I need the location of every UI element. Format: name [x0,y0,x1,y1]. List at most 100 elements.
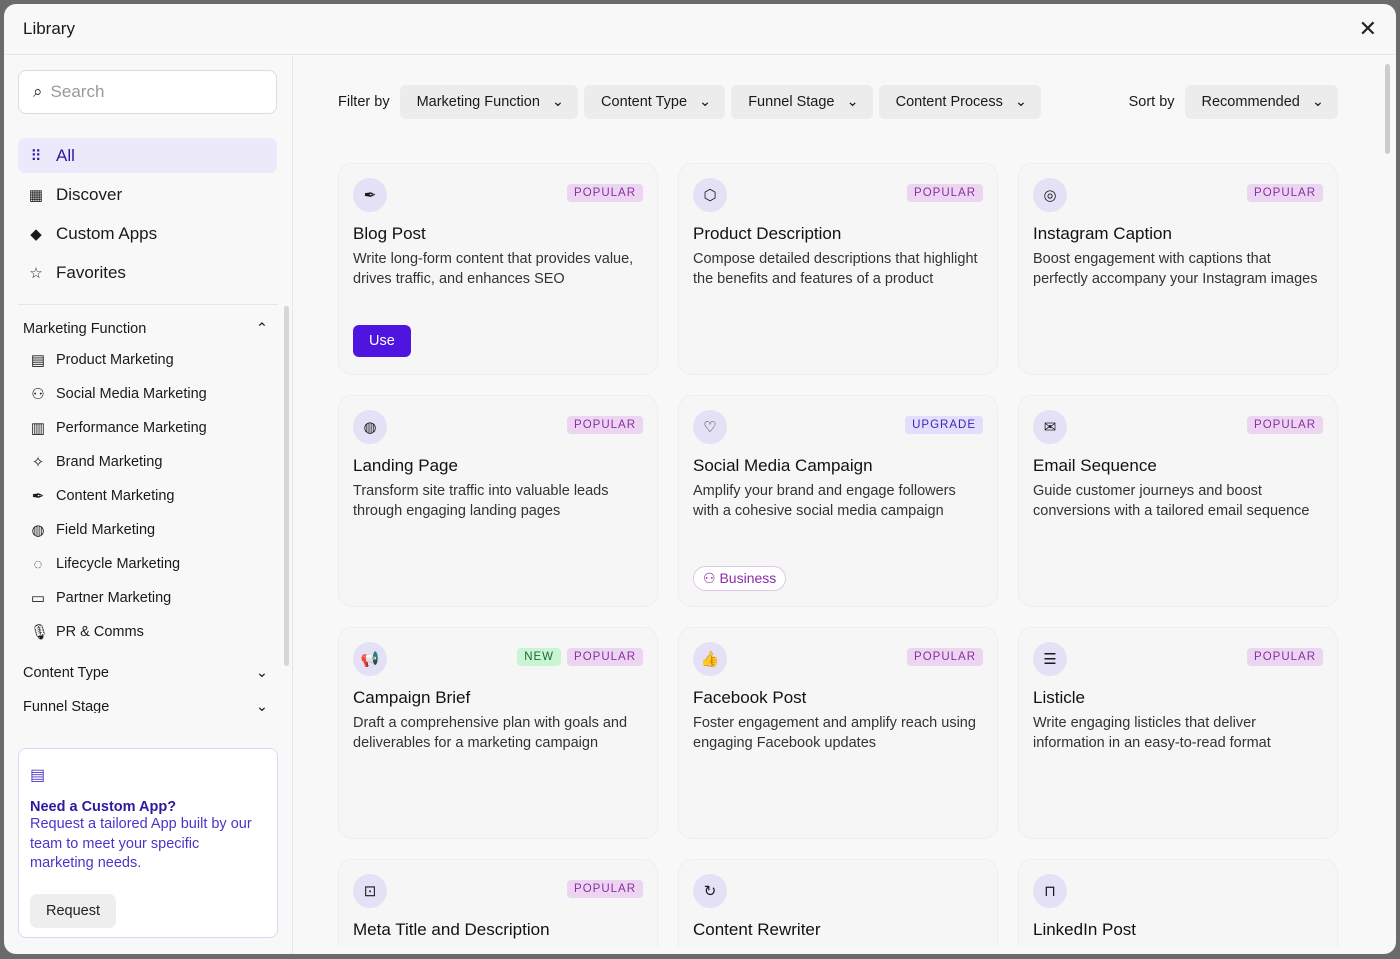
badge-new: NEW [517,648,562,666]
badge-popular: POPULAR [907,648,983,666]
chevron-down-icon: ⌄ [1014,94,1027,110]
card-description: Guide customer journeys and boost conver… [1033,483,1310,519]
section-label: Funnel Stage [23,699,110,713]
card-title: Meta Title and Description [353,920,550,939]
main-scrollbar[interactable] [1385,64,1390,154]
sidebar-subitem-label: Field Marketing [56,522,156,538]
sidebar-item-label: Favorites [56,262,126,282]
business-tag: ⚇ Business [693,566,787,591]
sidebar-item-custom-apps[interactable]: ◆ Custom Apps [18,216,277,251]
close-icon[interactable]: ✕ [1358,16,1377,41]
library-modal: Library ✕ ⌕ Search ⠿ All ▦ Discover ◆ Custom … [4,4,1396,954]
badge-popular: POPULAR [567,648,643,666]
instagram-icon: ◎ [1033,178,1067,212]
app-card[interactable]: 👍 POPULAR Facebook Post Foster engagement a… [678,627,998,839]
pen-icon: ✒ [353,178,387,212]
card-description: Compose detailed descriptions that highl… [693,251,978,287]
sidebar-subitem[interactable]: ◌ Lifecycle Marketing [30,547,292,581]
app-card[interactable]: ☰ POPULAR Listicle Write engaging listicles… [1018,627,1338,839]
category-icon: ▤ [30,352,46,369]
app-card[interactable]: ◎ POPULAR Instagram Caption Boost engagemen… [1018,163,1338,375]
category-icon: ⚇ [31,386,45,403]
sidebar-subitem[interactable]: ⚇ Social Media Marketing [30,377,292,411]
section-label: Marketing Function [23,321,147,337]
sidebar-scrollbar[interactable] [284,306,289,666]
app-card[interactable]: ♡ UPGRADE Social Media Campaign Amplify you… [678,395,998,607]
users-icon: ⚇ [703,570,720,586]
sidebar-subitem[interactable]: ▤ Product Marketing [30,343,292,377]
sidebar-subitem-label: Partner Marketing [56,590,172,606]
card-description: Write long-form content that provides va… [353,251,634,287]
app-card[interactable]: ◍ POPULAR Landing Page Transform site traff… [338,395,658,607]
sidebar-subitem[interactable]: ✧ Brand Marketing [30,445,292,479]
chevron-up-icon: ⌃ [255,321,268,337]
app-card[interactable]: ⬡ POPULAR Product Description Compose detai… [678,163,998,375]
gem-icon: ◆ [30,225,42,243]
request-app-icon: ▤ [30,767,46,784]
chevron-down-icon: ⌄ [255,699,268,713]
app-card[interactable]: ✉ POPULAR Email Sequence Guide customer jou… [1018,395,1338,607]
sidebar-subitem[interactable]: ◍ Field Marketing [30,513,292,547]
app-card[interactable]: ✒ POPULAR Blog Post Write long-form content… [338,163,658,375]
filter-dropdown[interactable]: Content Process ⌄ [878,85,1041,119]
sidebar-item-label: Discover [56,184,123,204]
request-button[interactable]: Request [30,893,117,928]
filter-dropdown[interactable]: Content Type ⌄ [584,85,726,119]
card-description: Foster engagement and amplify reach usin… [693,715,976,751]
card-title: Content Rewriter [693,920,821,939]
refresh-icon: ↻ [693,874,727,908]
megaphone-icon: 📢 [353,642,387,676]
section-content-type[interactable]: Content Type ⌄ [23,659,268,687]
sidebar-item-favorites[interactable]: ☆ Favorites [18,255,277,290]
app-card[interactable]: ↻ Content Rewriter [678,859,998,947]
sidebar-subitem[interactable]: ▥ Performance Marketing [30,411,292,445]
section-funnel-stage[interactable]: Funnel Stage ⌄ [23,693,268,713]
filter-dropdown[interactable]: Funnel Stage ⌄ [731,85,873,119]
sidebar-subitem[interactable]: ✒ Content Marketing [30,479,292,513]
filter-dropdown-label: Marketing Function [416,94,540,110]
sidebar-item-label: Custom Apps [56,223,158,243]
bookmark-icon: ⊡ [353,874,387,908]
card-title: Email Sequence [1033,456,1157,475]
badge-upgrade: UPGRADE [905,416,983,434]
filter-dropdown[interactable]: Marketing Function ⌄ [399,85,579,119]
search-input[interactable]: ⌕ Search [18,70,277,114]
store-icon: ▦ [28,186,44,204]
section-marketing-function[interactable]: Marketing Function ⌃ [23,315,268,343]
promo-title: Need a Custom App? [30,799,177,815]
app-grid: ✒ POPULAR Blog Post Write long-form content… [338,163,1338,947]
card-title: Product Description [693,224,842,243]
badge-popular: POPULAR [1247,416,1323,434]
sidebar-subitem-label: Social Media Marketing [56,386,207,402]
card-title: Campaign Brief [353,688,471,707]
filter-dropdown-label: Content Process [895,94,1003,110]
app-card[interactable]: ⊡ POPULAR Meta Title and Description [338,859,658,947]
card-description: Amplify your brand and engage followers … [693,483,956,519]
sidebar-subitem-label: Brand Marketing [56,454,163,470]
sidebar-subitem[interactable]: ▭ Partner Marketing [30,581,292,615]
badge-popular: POPULAR [1247,184,1323,202]
sidebar-subitem-label: PR & Comms [56,624,144,640]
mail-icon: ✉ [1033,410,1067,444]
modal-header: Library ✕ [4,4,1396,55]
category-icon: ◍ [31,522,45,539]
app-card[interactable]: 📢 NEW POPULAR Campaign Brief Draft a compreh… [338,627,658,839]
sidebar-subitem-label: Product Marketing [56,352,174,368]
category-icon: ✒ [31,488,45,505]
use-button[interactable]: Use [353,325,411,357]
sidebar-subitem-label: Content Marketing [56,488,175,504]
sort-dropdown[interactable]: Recommended ⌄ [1184,85,1338,119]
sidebar-item-all[interactable]: ⠿ All [18,138,277,173]
divider [18,304,278,305]
promo-text: Request a tailored App built by our team… [30,816,252,871]
section-label: Content Type [23,665,109,681]
badge-popular: POPULAR [567,184,643,202]
modal-title: Library [23,19,75,38]
card-description: Draft a comprehensive plan with goals an… [353,715,628,751]
search-placeholder: Search [50,82,105,101]
sidebar-subitem[interactable]: 🎙 PR & Comms [30,615,292,649]
card-title: Instagram Caption [1033,224,1172,243]
app-card[interactable]: ⊓ LinkedIn Post [1018,859,1338,947]
sidebar-item-discover[interactable]: ▦ Discover [18,177,277,212]
grid-icon: ⠿ [30,147,42,165]
